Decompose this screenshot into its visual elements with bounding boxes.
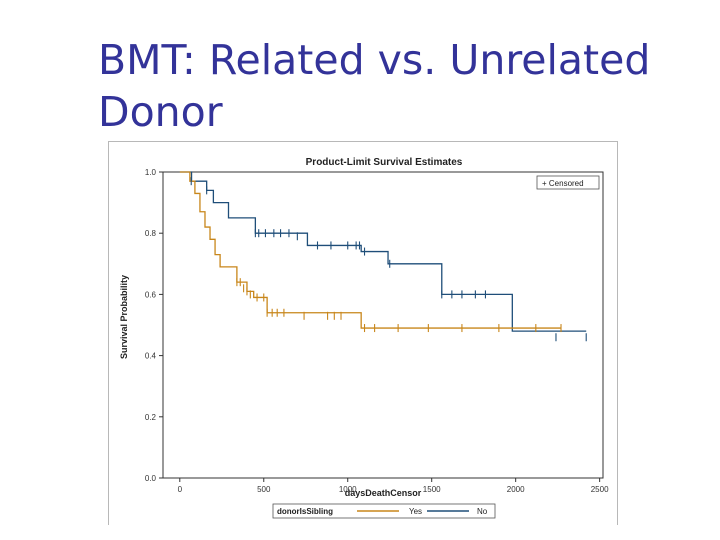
x-tick-label: 2000	[507, 485, 525, 494]
censor-marks	[190, 177, 587, 342]
legend-label-no: No	[477, 507, 488, 516]
survival-curve-no	[179, 171, 587, 332]
x-tick-label: 1500	[423, 485, 441, 494]
y-tick-label: 0.2	[145, 413, 157, 422]
x-tick-label: 0	[178, 485, 183, 494]
x-tick-label: 1000	[339, 485, 357, 494]
censor-legend-box	[536, 175, 600, 190]
chart-figure: Product-Limit Survival Estimates 0.0 0.2 0…	[108, 141, 618, 525]
y-tick-label: 1.0	[145, 168, 157, 177]
group-legend-title: donorIsSibling	[277, 507, 333, 516]
censor-legend: + Censored	[536, 175, 600, 190]
plot-area	[162, 171, 604, 479]
censor-legend-label: + Censored	[542, 179, 584, 188]
survival-chart: Product-Limit Survival Estimates 0.00.20…	[119, 157, 609, 519]
x-tick-label: 500	[257, 485, 271, 494]
y-axis-label: Survival Probability	[119, 275, 129, 359]
survival-curve-yes	[179, 171, 562, 329]
group-legend: donorIsSibling Yes No	[272, 503, 496, 519]
grid-and-ticks: 0.0 0.2 0.4 0.6 0.8 1.0 0 500 1000 1500 2000 2500	[145, 168, 609, 494]
y-tick-label: 0.0	[145, 474, 157, 483]
slide-title: BMT: Related vs. Unrelated Donor	[98, 36, 651, 136]
chart-title: Product-Limit Survival Estimates	[306, 157, 463, 168]
x-tick-label: 2500	[591, 485, 609, 494]
series-lines	[179, 171, 587, 332]
x-axis-label: daysDeathCensor	[345, 488, 422, 498]
y-tick-label: 0.6	[145, 290, 157, 299]
y-tick-label: 0.4	[145, 352, 157, 361]
y-tick-label: 0.8	[145, 229, 157, 238]
legend-label-yes: Yes	[409, 507, 422, 516]
